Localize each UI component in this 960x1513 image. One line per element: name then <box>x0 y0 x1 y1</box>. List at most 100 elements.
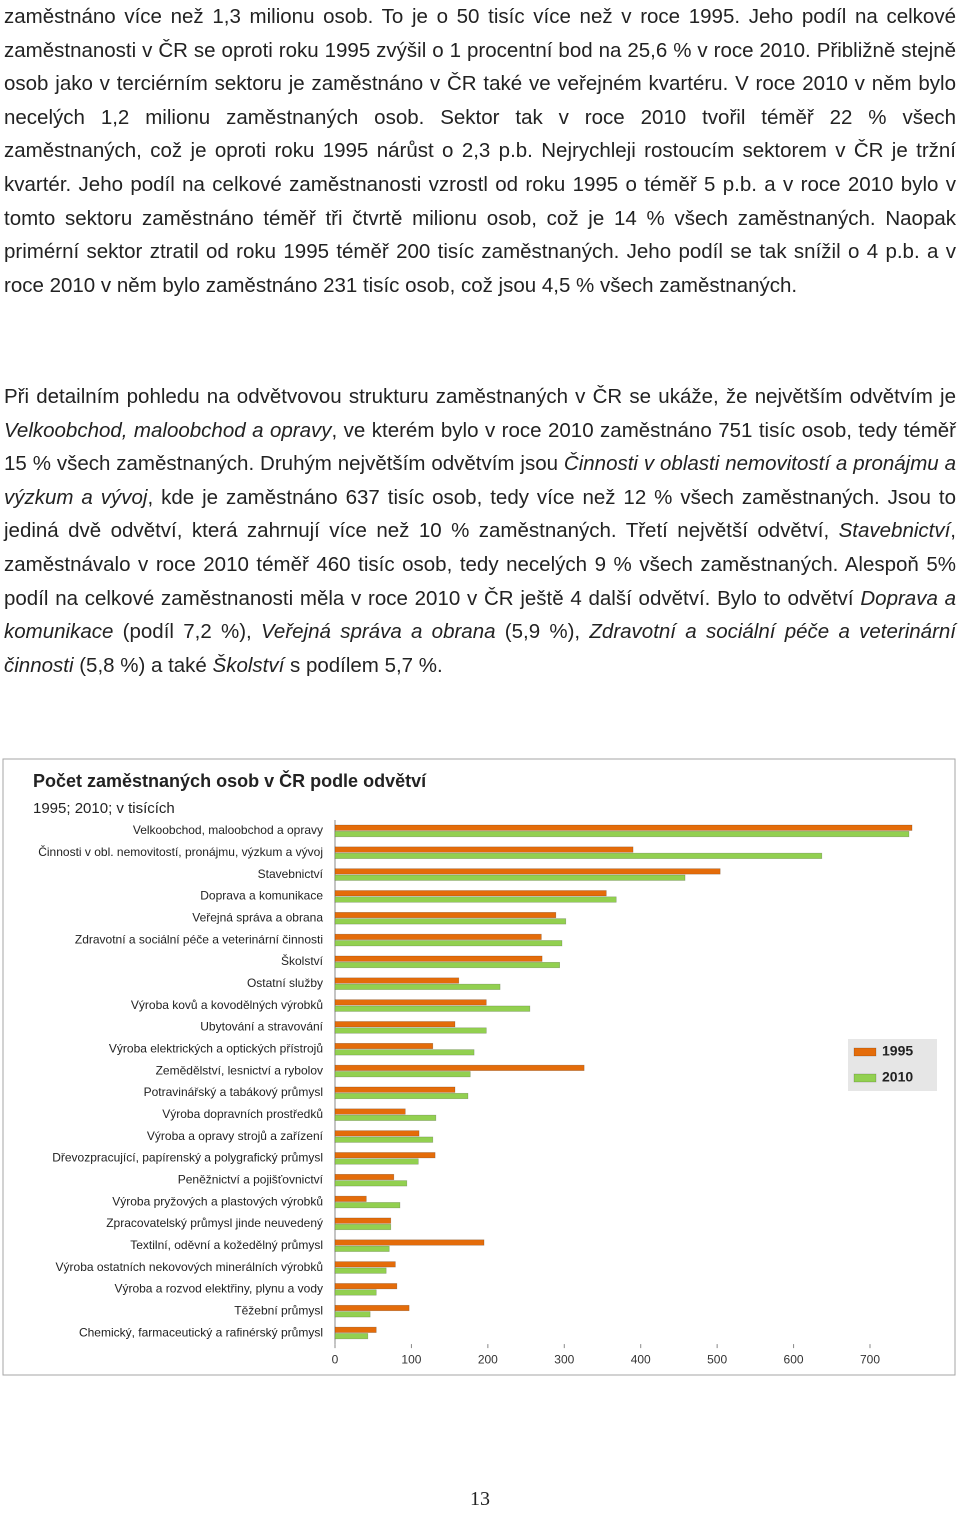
legend-box <box>848 1039 937 1091</box>
bar <box>334 874 686 881</box>
bar <box>334 1289 377 1296</box>
bar <box>334 890 607 897</box>
y-tick-label: Potravinářský a tabákový průmysl <box>144 1085 323 1099</box>
y-tick-label: Peněžnictví a pojišťovnictví <box>178 1172 324 1186</box>
bar <box>334 1114 437 1121</box>
x-tick-label: 0 <box>332 1352 339 1366</box>
legend-label: 1995 <box>882 1043 913 1059</box>
bar <box>334 824 913 831</box>
bar <box>334 1202 401 1209</box>
bar <box>334 1021 456 1028</box>
y-tick-label: Textilní, oděvní a kožedělný průmysl <box>130 1238 323 1252</box>
text-run: , zaměstnávalo v roce 2010 téměř 460 tis… <box>4 519 956 610</box>
bar <box>334 1267 387 1274</box>
y-tick-label: Výroba elektrických a optických přístroj… <box>109 1041 323 1055</box>
bar <box>334 1158 419 1165</box>
bar <box>334 1130 420 1137</box>
bar <box>334 918 567 925</box>
text-run: Činnosti v oblasti nemovitostí a pronájm… <box>4 452 956 509</box>
text-run: Školství <box>212 653 285 677</box>
legend-swatch <box>853 1047 877 1057</box>
chart-title: Počet zaměstnaných osob v ČR podle odvět… <box>33 770 427 791</box>
bar <box>334 1283 398 1290</box>
text-run: , kde je zaměstnáno 637 tisíc osob, tedy… <box>4 485 956 543</box>
bar <box>334 933 542 940</box>
y-tick-label: Ubytování a stravování <box>200 1020 323 1034</box>
bar <box>334 999 487 1006</box>
bar <box>334 896 617 903</box>
y-tick-label: Velkoobchod, maloobchod a opravy <box>133 823 323 837</box>
bar <box>334 1173 395 1181</box>
y-tick-label: Činnosti v obl. nemovitostí, pronájmu, v… <box>38 844 323 859</box>
legend-swatch <box>853 1073 877 1083</box>
bar <box>334 1064 585 1071</box>
y-tick-label: Zpracovatelský průmysl jinde neuvedený <box>106 1216 323 1230</box>
y-tick-label: Těžební průmysl <box>234 1303 323 1317</box>
bar <box>334 983 501 990</box>
y-tick-label: Stavebnictví <box>258 867 324 881</box>
bar <box>334 1108 406 1115</box>
bar <box>334 1092 469 1100</box>
x-tick-label: 200 <box>478 1352 498 1366</box>
bar <box>334 1304 410 1312</box>
bar <box>334 955 543 962</box>
bar <box>334 977 460 984</box>
y-tick-label: Chemický, farmaceutický a rafinérský prů… <box>79 1325 323 1339</box>
bar <box>334 846 634 853</box>
bar <box>334 1086 456 1093</box>
text-run: s podílem 5,7 %. <box>284 653 443 677</box>
bar <box>334 961 560 969</box>
paragraph: zaměstnáno více než 1,3 milionu osob. To… <box>4 5 956 297</box>
y-tick-label: Výroba a rozvod elektřiny, plynu a vody <box>114 1282 323 1296</box>
bar <box>334 1311 371 1318</box>
bar <box>334 1042 434 1050</box>
legend-label: 2010 <box>882 1069 913 1085</box>
y-tick-label: Školství <box>281 953 324 968</box>
bar <box>334 1071 471 1078</box>
text-run: (5,9 %), <box>495 620 590 644</box>
y-tick-label: Ostatní služby <box>247 976 323 990</box>
y-tick-label: Výroba dopravních prostředků <box>162 1107 323 1121</box>
bar <box>334 831 910 838</box>
bar <box>334 1152 436 1159</box>
y-tick-label: Dřevozpracující, papírenský a polygrafic… <box>52 1151 323 1165</box>
bar <box>334 1217 392 1224</box>
bar <box>334 940 563 947</box>
bar <box>334 1239 485 1246</box>
text-run: Velkoobchod, maloobchod a opravy <box>4 418 332 442</box>
text-run: Veřejná správa a obrana <box>261 620 496 644</box>
bar <box>334 1261 396 1268</box>
bar <box>334 868 721 875</box>
bar <box>334 912 557 919</box>
bar <box>334 852 823 859</box>
x-tick-label: 600 <box>784 1352 804 1366</box>
text-run: Stavebnictví <box>838 519 951 543</box>
text-run: Zdravotní a sociální péče a veterinární … <box>4 620 956 677</box>
y-tick-label: Výroba pryžových a plastových výrobků <box>112 1194 323 1208</box>
y-tick-label: Doprava a komunikace <box>200 889 323 903</box>
bar <box>334 1136 434 1143</box>
y-tick-label: Zdravotní a sociální péče a veterinární … <box>75 932 323 946</box>
text-run: , ve kterém bylo v roce 2010 zaměstnáno … <box>4 418 956 476</box>
x-tick-label: 500 <box>707 1352 727 1366</box>
y-tick-label: Výroba kovů a kovodělných výrobků <box>131 998 323 1012</box>
x-tick-label: 100 <box>401 1352 421 1366</box>
chart: Počet zaměstnaných osob v ČR podle odvět… <box>2 758 956 1376</box>
y-tick-label: Zemědělství, lesnictví a rybolov <box>156 1063 323 1077</box>
bar <box>334 1195 367 1202</box>
page-number: 13 <box>470 1488 490 1510</box>
bar <box>334 1005 531 1012</box>
bar <box>334 1245 390 1252</box>
text-run: (podíl 7,2 %), <box>113 620 262 644</box>
paragraph: Při detailním pohledu na odvětvovou stru… <box>4 380 956 682</box>
text-run: (5,8 %) a také <box>73 653 213 677</box>
x-tick-label: 700 <box>860 1352 880 1366</box>
x-tick-label: 300 <box>554 1352 574 1366</box>
text-run: Při detailním pohledu na odvětvovou stru… <box>4 385 956 408</box>
y-tick-label: Výroba ostatních nekovových minerálních … <box>56 1260 323 1274</box>
bar <box>334 1333 369 1340</box>
text-run: Doprava a komunikace <box>4 586 956 644</box>
bar <box>334 1027 487 1034</box>
x-tick-label: 400 <box>631 1352 651 1366</box>
